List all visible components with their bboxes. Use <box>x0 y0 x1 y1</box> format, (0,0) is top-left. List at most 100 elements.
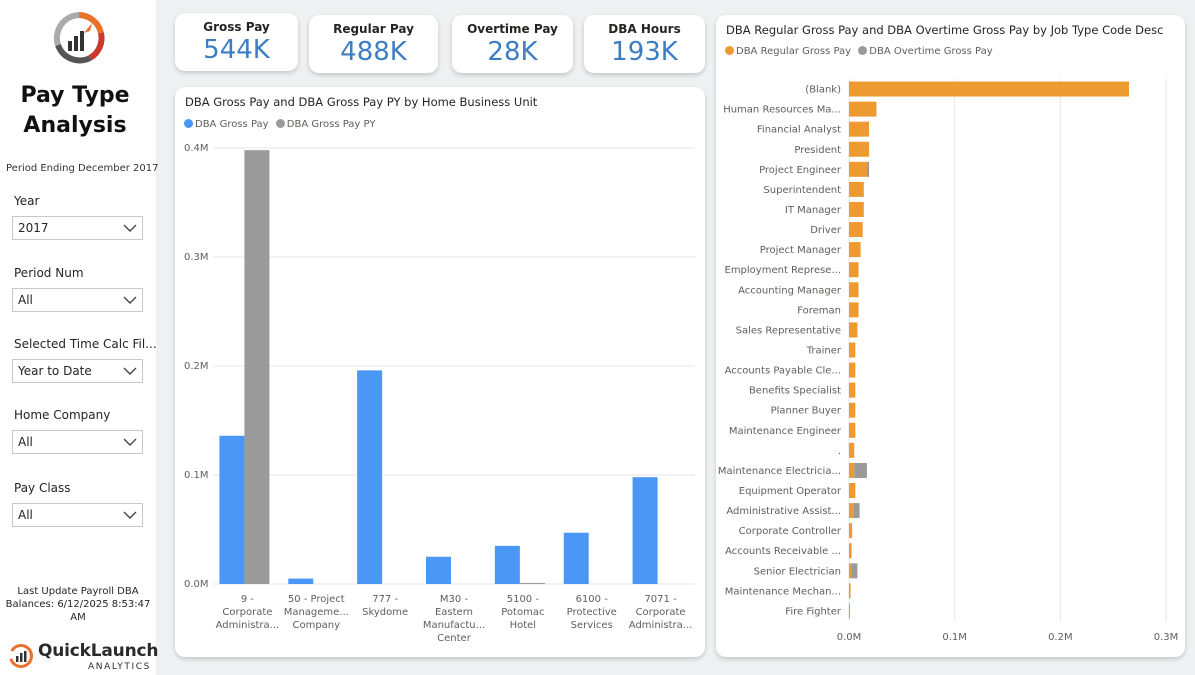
bar-dba-regular-gross-pay[interactable] <box>849 362 856 378</box>
y-tick-label: Accounts Payable Cle... <box>725 366 841 377</box>
x-tick-label: Manufactu... <box>423 620 485 631</box>
kpi-card-gross-pay[interactable]: Gross Pay 544K <box>175 13 298 71</box>
home-company-slicer-value: All <box>18 435 33 449</box>
bar-dba-gross-pay[interactable] <box>219 435 245 584</box>
x-tick-label: Administra... <box>629 620 693 631</box>
x-tick-label: Potomac <box>501 607 544 618</box>
x-tick-label: Hotel <box>510 620 537 631</box>
time-calc-slicer-dropdown[interactable]: Year to Date <box>12 359 143 383</box>
period-text: Period Ending December 2017 <box>6 163 159 174</box>
bar-dba-regular-gross-pay[interactable] <box>849 603 851 619</box>
chart-plot-area: 0.0M 0.1M 0.2M 0.3M 0.4M 9 - Corporate Administ… <box>184 143 695 644</box>
x-tick-label: 777 - <box>372 594 398 605</box>
time-calc-slicer-label: Selected Time Calc Fil... <box>14 337 157 351</box>
year-slicer-value: 2017 <box>18 221 49 235</box>
rocket-chart-logo-icon <box>53 12 105 64</box>
y-tick-label: Accounts Receivable ... <box>725 546 841 557</box>
bar-dba-gross-pay-py[interactable] <box>519 582 545 584</box>
bar-dba-regular-gross-pay[interactable] <box>849 181 864 197</box>
legend-label: DBA Regular Gross Pay <box>736 46 852 57</box>
quicklaunch-mark-icon <box>9 644 33 668</box>
bar-dba-regular-gross-pay[interactable] <box>849 382 856 398</box>
bar-dba-gross-pay[interactable] <box>288 578 314 584</box>
legend-item-dba-overtime-gross-pay[interactable]: DBA Overtime Gross Pay <box>858 46 993 57</box>
legend-item-dba-gross-pay-py[interactable]: DBA Gross Pay PY <box>275 119 376 130</box>
kpi-card-dba-hours[interactable]: DBA Hours 193K <box>584 15 705 73</box>
legend-item-dba-regular-gross-pay[interactable]: DBA Regular Gross Pay <box>725 46 851 57</box>
year-slicer-label: Year <box>14 194 40 208</box>
bar-dba-regular-gross-pay[interactable] <box>849 342 856 358</box>
regular-overtime-pay-by-job-type-chart[interactable]: DBA Regular Gross Pay and DBA Overtime G… <box>716 15 1185 657</box>
kpi-card-overtime-pay[interactable]: Overtime Pay 28K <box>452 15 573 73</box>
kpi-value: 544K <box>203 35 270 65</box>
x-tick-label: 7071 - <box>644 594 677 605</box>
bar-dba-regular-gross-pay[interactable] <box>849 503 854 519</box>
bar-dba-overtime-gross-pay[interactable] <box>866 161 870 177</box>
home-company-slicer-label: Home Company <box>14 408 111 422</box>
x-tick-label: Skydome <box>362 607 408 618</box>
x-tick-label: M30 - <box>440 594 469 605</box>
bar-dba-regular-gross-pay[interactable] <box>849 282 859 298</box>
y-tick-label: 0.1M <box>184 470 209 481</box>
x-tick-label: 0.0M <box>837 632 862 643</box>
chart-title: DBA Regular Gross Pay and DBA Overtime G… <box>726 23 1164 37</box>
bar-dba-regular-gross-pay[interactable] <box>849 422 856 438</box>
year-slicer-dropdown[interactable]: 2017 <box>12 216 143 240</box>
y-tick-label: 0.3M <box>184 252 209 263</box>
x-tick-label: Eastern <box>435 607 473 618</box>
bar-dba-gross-pay[interactable] <box>426 556 451 584</box>
chart-plot-area: 0.0M 0.1M 0.2M 0.3M (Blank) Human Resources M… <box>718 79 1178 643</box>
bar-dba-overtime-gross-pay[interactable] <box>853 503 860 519</box>
bar-dba-regular-gross-pay[interactable] <box>849 543 852 559</box>
y-tick-label: Planner Buyer <box>771 406 842 417</box>
bar-dba-regular-gross-pay[interactable] <box>849 222 863 238</box>
bar-dba-regular-gross-pay[interactable] <box>849 81 1130 97</box>
chart-legend: DBA Gross Pay DBA Gross Pay PY <box>184 119 379 130</box>
y-tick-label: (Blank) <box>805 85 841 96</box>
bar-dba-gross-pay[interactable] <box>563 532 589 584</box>
period-num-slicer-dropdown[interactable]: All <box>12 288 143 312</box>
y-tick-label: Accounting Manager <box>738 285 842 296</box>
y-tick-label: Financial Analyst <box>757 125 841 136</box>
bar-dba-regular-gross-pay[interactable] <box>849 483 856 499</box>
bar-dba-regular-gross-pay[interactable] <box>849 302 859 318</box>
bar-dba-regular-gross-pay[interactable] <box>849 523 853 539</box>
pay-class-slicer-dropdown[interactable]: All <box>12 503 143 527</box>
bar-dba-regular-gross-pay[interactable] <box>849 462 855 478</box>
legend-item-dba-gross-pay[interactable]: DBA Gross Pay <box>184 119 269 130</box>
bar-dba-regular-gross-pay[interactable] <box>849 161 867 177</box>
bar-dba-regular-gross-pay[interactable] <box>849 563 852 579</box>
x-tick-label: Protective <box>567 607 617 618</box>
bar-dba-gross-pay[interactable] <box>494 545 520 584</box>
gross-pay-by-business-unit-chart[interactable]: DBA Gross Pay and DBA Gross Pay PY by Ho… <box>175 87 705 657</box>
legend-dot-icon <box>184 119 193 128</box>
bar-dba-overtime-gross-pay[interactable] <box>854 462 867 478</box>
kpi-label: Gross Pay <box>203 20 270 34</box>
y-tick-label: Equipment Operator <box>739 486 842 497</box>
bar-dba-regular-gross-pay[interactable] <box>849 322 858 338</box>
legend-dot-icon <box>275 119 285 128</box>
bar-dba-regular-gross-pay[interactable] <box>849 583 851 599</box>
bar-dba-regular-gross-pay[interactable] <box>849 262 859 278</box>
y-tick-label: 0.2M <box>184 361 209 372</box>
bar-dba-regular-gross-pay[interactable] <box>849 201 864 217</box>
kpi-label: DBA Hours <box>608 22 681 36</box>
bar-dba-regular-gross-pay[interactable] <box>849 242 861 258</box>
legend-label: DBA Gross Pay PY <box>286 119 376 130</box>
home-company-slicer-dropdown[interactable]: All <box>12 430 143 454</box>
bar-dba-gross-pay[interactable] <box>357 370 383 584</box>
kpi-card-regular-pay[interactable]: Regular Pay 488K <box>309 15 438 73</box>
bar-dba-regular-gross-pay[interactable] <box>849 442 855 458</box>
kpi-label: Regular Pay <box>333 22 414 36</box>
bar-dba-regular-gross-pay[interactable] <box>849 101 877 117</box>
bar-dba-overtime-gross-pay[interactable] <box>851 563 858 579</box>
bar-dba-regular-gross-pay[interactable] <box>849 141 870 157</box>
bar-dba-regular-gross-pay[interactable] <box>849 402 856 418</box>
legend-label: DBA Overtime Gross Pay <box>869 46 993 57</box>
bar-dba-gross-pay-py[interactable] <box>244 150 270 584</box>
bar-dba-gross-pay[interactable] <box>632 477 658 584</box>
bar-dba-regular-gross-pay[interactable] <box>849 121 870 137</box>
y-tick-label: Fire Fighter <box>785 606 842 617</box>
chevron-down-icon <box>123 224 137 232</box>
page-title-line1: Pay Type <box>20 83 130 108</box>
